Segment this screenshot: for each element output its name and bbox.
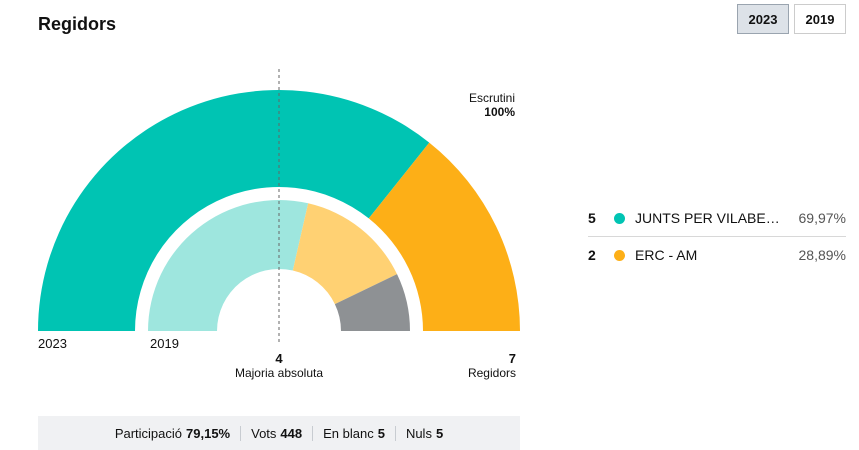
total-seats-label: Regidors [467,366,516,380]
total-seats-block: 7 Regidors [468,351,516,381]
legend-row[interactable]: 2 ERC - AM 28,89% [588,237,846,273]
party-color-dot [614,212,625,224]
majority-value: 4 [275,351,283,366]
stats-bar: Participació 79,15% Vots 448 En blanc 5 Nul… [38,416,520,450]
escrutini-value: 100% [484,105,515,119]
year-tab-2023[interactable]: 2023 [737,4,789,34]
majority-label: Majoria absoluta [234,366,324,380]
year-tab-2019[interactable]: 2019 [794,4,846,34]
total-seats-value: 7 [508,351,516,366]
stat-participacio: Participació 79,15% [114,425,231,441]
party-color-dot [614,249,625,261]
escrutini-block: Escrutini 100% [469,91,515,119]
ring-label-2023: 2023 [38,336,67,351]
ring-label-2019: 2019 [150,336,179,351]
legend-party: JUNTS PER VILABE… [635,210,780,226]
party-legend: 5 JUNTS PER VILABE… 69,97% 2 ERC - AM 28… [588,200,846,273]
seat-segment-2019 [148,200,309,331]
legend-party: ERC - AM [635,247,698,263]
legend-seats: 2 [588,247,596,263]
legend-row[interactable]: 5 JUNTS PER VILABE… 69,97% [588,200,846,237]
stat-vots: Vots 448 [240,425,312,441]
legend-pct: 28,89% [798,247,846,263]
seat-segment-2019 [292,203,398,305]
seat-segment-2019 [334,274,410,331]
year-selector: 2023 2019 [737,4,846,34]
stat-nuls: Nuls 5 [394,425,453,441]
legend-seats: 5 [588,210,596,226]
escrutini-label: Escrutini [468,91,515,105]
stat-en-blanc: En blanc 5 [312,425,395,441]
majority-block: 4 Majoria absoluta [235,351,323,381]
seat-segment-2023 [38,89,430,332]
legend-pct: 69,97% [798,210,846,226]
seat-segment-2023 [368,142,520,331]
page-title: Regidors [38,14,117,34]
